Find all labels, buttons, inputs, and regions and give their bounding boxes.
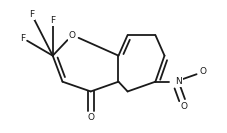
Text: O: O xyxy=(69,31,76,40)
Text: O: O xyxy=(181,102,188,111)
Text: F: F xyxy=(50,16,55,25)
Text: O: O xyxy=(200,67,207,76)
Text: N: N xyxy=(175,77,182,86)
Text: F: F xyxy=(20,34,26,43)
Text: O: O xyxy=(87,113,94,122)
Text: F: F xyxy=(29,10,34,19)
